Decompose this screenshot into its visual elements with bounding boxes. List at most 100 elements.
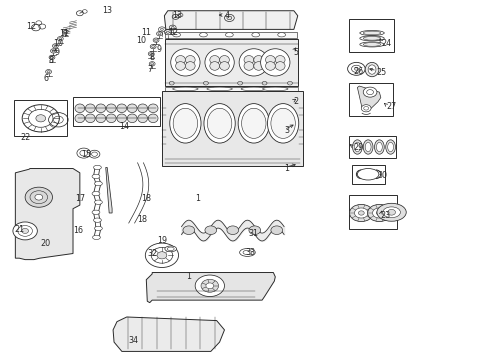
Ellipse shape bbox=[241, 87, 267, 91]
Text: 25: 25 bbox=[376, 68, 386, 77]
Bar bbox=[348, 19, 393, 51]
Circle shape bbox=[36, 115, 46, 122]
Circle shape bbox=[203, 81, 208, 85]
Text: 12: 12 bbox=[26, 22, 36, 31]
Text: 8: 8 bbox=[150, 53, 155, 62]
Circle shape bbox=[166, 31, 169, 33]
Text: 17: 17 bbox=[75, 194, 85, 203]
Ellipse shape bbox=[92, 174, 100, 179]
Circle shape bbox=[157, 252, 167, 259]
Bar bbox=[165, 87, 298, 91]
Ellipse shape bbox=[207, 87, 232, 91]
Text: 2: 2 bbox=[293, 97, 298, 106]
Text: 19: 19 bbox=[157, 236, 167, 245]
Ellipse shape bbox=[171, 49, 200, 76]
Bar bbox=[348, 195, 397, 229]
Circle shape bbox=[146, 243, 178, 267]
Ellipse shape bbox=[383, 207, 400, 218]
Ellipse shape bbox=[365, 62, 379, 77]
Polygon shape bbox=[162, 91, 303, 166]
Text: 32: 32 bbox=[147, 249, 157, 258]
Ellipse shape bbox=[106, 114, 116, 123]
Ellipse shape bbox=[220, 62, 229, 70]
Ellipse shape bbox=[374, 140, 384, 154]
Ellipse shape bbox=[92, 210, 100, 215]
Ellipse shape bbox=[271, 108, 295, 138]
Circle shape bbox=[361, 105, 371, 112]
Text: 18: 18 bbox=[142, 194, 151, 203]
Ellipse shape bbox=[376, 142, 382, 152]
Text: 13: 13 bbox=[172, 10, 182, 19]
Ellipse shape bbox=[95, 181, 102, 186]
Circle shape bbox=[151, 63, 154, 65]
Ellipse shape bbox=[275, 62, 285, 70]
Ellipse shape bbox=[388, 142, 393, 152]
Ellipse shape bbox=[386, 140, 395, 154]
Ellipse shape bbox=[96, 114, 106, 123]
Polygon shape bbox=[106, 167, 112, 213]
Circle shape bbox=[59, 38, 62, 40]
Ellipse shape bbox=[254, 55, 264, 64]
Ellipse shape bbox=[244, 62, 254, 70]
Circle shape bbox=[249, 226, 261, 234]
Circle shape bbox=[354, 67, 358, 70]
Text: 29: 29 bbox=[353, 143, 364, 152]
Text: 23: 23 bbox=[381, 211, 391, 220]
Text: 1: 1 bbox=[186, 271, 192, 280]
Ellipse shape bbox=[138, 114, 147, 123]
Ellipse shape bbox=[138, 104, 147, 113]
Circle shape bbox=[372, 208, 386, 218]
Ellipse shape bbox=[254, 62, 264, 70]
Circle shape bbox=[262, 81, 267, 85]
Ellipse shape bbox=[363, 31, 381, 35]
Polygon shape bbox=[164, 11, 298, 30]
Ellipse shape bbox=[94, 165, 101, 170]
Circle shape bbox=[358, 211, 364, 215]
Ellipse shape bbox=[363, 37, 381, 40]
Ellipse shape bbox=[352, 140, 362, 154]
Polygon shape bbox=[113, 317, 224, 351]
Ellipse shape bbox=[268, 104, 299, 143]
Ellipse shape bbox=[207, 108, 232, 138]
Circle shape bbox=[288, 81, 293, 85]
Circle shape bbox=[47, 71, 50, 73]
Ellipse shape bbox=[93, 235, 100, 239]
Circle shape bbox=[183, 226, 195, 234]
Polygon shape bbox=[357, 86, 381, 111]
Text: 10: 10 bbox=[53, 39, 64, 48]
Ellipse shape bbox=[127, 114, 137, 123]
Ellipse shape bbox=[94, 218, 101, 222]
Ellipse shape bbox=[95, 200, 102, 204]
Circle shape bbox=[238, 81, 243, 85]
Text: 6: 6 bbox=[44, 74, 49, 83]
Circle shape bbox=[52, 50, 55, 52]
Circle shape bbox=[388, 210, 395, 215]
Ellipse shape bbox=[185, 55, 195, 64]
Ellipse shape bbox=[210, 55, 220, 64]
Ellipse shape bbox=[242, 108, 266, 138]
Text: 9: 9 bbox=[54, 48, 60, 57]
Ellipse shape bbox=[199, 33, 207, 37]
Ellipse shape bbox=[238, 104, 270, 143]
Ellipse shape bbox=[363, 42, 381, 46]
Ellipse shape bbox=[266, 62, 275, 70]
Bar bbox=[165, 32, 297, 38]
Ellipse shape bbox=[75, 114, 85, 123]
Text: 7: 7 bbox=[147, 65, 152, 74]
Text: 3: 3 bbox=[284, 126, 289, 135]
Circle shape bbox=[169, 81, 174, 85]
Text: 11: 11 bbox=[59, 29, 69, 38]
Circle shape bbox=[227, 226, 239, 234]
Text: 1: 1 bbox=[195, 194, 200, 203]
Ellipse shape bbox=[210, 62, 220, 70]
Circle shape bbox=[50, 56, 53, 58]
Text: 22: 22 bbox=[20, 133, 30, 142]
Polygon shape bbox=[165, 40, 298, 86]
Text: 1: 1 bbox=[284, 164, 289, 173]
Ellipse shape bbox=[239, 49, 269, 76]
Ellipse shape bbox=[185, 62, 195, 70]
Ellipse shape bbox=[165, 246, 176, 252]
Ellipse shape bbox=[96, 104, 106, 113]
Ellipse shape bbox=[205, 49, 234, 76]
Text: 16: 16 bbox=[73, 226, 83, 235]
